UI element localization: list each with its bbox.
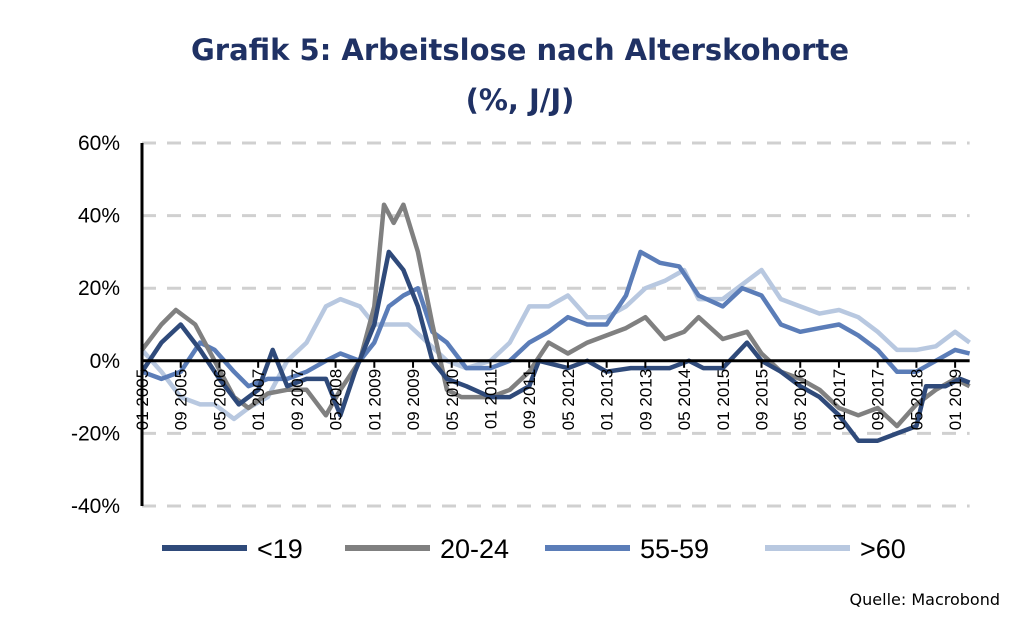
y-tick-label: -40%: [71, 495, 120, 518]
x-tick-label: 01 2019: [946, 369, 965, 430]
y-tick-label: -20%: [71, 422, 120, 445]
chart-title: Grafik 5: Arbeitslose nach Alterskohorte: [191, 33, 849, 67]
x-tick-label: 09 2017: [869, 369, 888, 430]
x-tick-label: 09 2005: [172, 369, 191, 430]
y-tick-label: 20%: [78, 277, 120, 300]
x-tick-label: 05 2010: [443, 369, 462, 430]
series-line-2024: [140, 202, 971, 429]
legend-label: <19: [257, 534, 303, 564]
source-note: Quelle: Macrobond: [850, 590, 1000, 609]
x-tick-label: 05 2006: [210, 369, 229, 430]
series-line-5559: [141, 249, 971, 389]
legend-label: 55-59: [640, 534, 709, 564]
x-tick-label: 05 2016: [791, 369, 810, 430]
x-tick-label: 01 2013: [598, 369, 617, 430]
x-tick-label: 09 2015: [753, 369, 772, 430]
x-tick-label: 05 2012: [559, 369, 578, 430]
x-tick-label: 05 2018: [907, 369, 926, 430]
legend-label: >60: [860, 534, 906, 564]
x-tick-label: 01 2009: [365, 369, 384, 430]
x-tick-label: 09 2011: [520, 369, 539, 429]
x-tick-label: 09 2013: [636, 369, 655, 430]
chart-subtitle: (%, J/J): [466, 83, 575, 117]
x-tick-label: 05 2014: [675, 369, 694, 430]
x-tick-label: 01 2015: [714, 369, 733, 430]
y-tick-label: 0%: [90, 350, 120, 373]
x-tick-label: 09 2007: [288, 369, 307, 430]
x-tick-label: 01 2011: [481, 369, 500, 429]
x-tick-label: 05 2008: [327, 369, 346, 430]
series-line-60: [140, 267, 971, 422]
legend-label: 20-24: [440, 534, 509, 564]
y-tick-label: 40%: [78, 205, 120, 228]
y-tick-label: 60%: [78, 132, 120, 155]
x-tick-label: 01 2005: [133, 369, 152, 430]
x-tick-label: 09 2009: [404, 369, 423, 430]
x-tick-label: 01 2017: [830, 369, 849, 430]
x-tick-label: 01 2007: [249, 369, 268, 430]
